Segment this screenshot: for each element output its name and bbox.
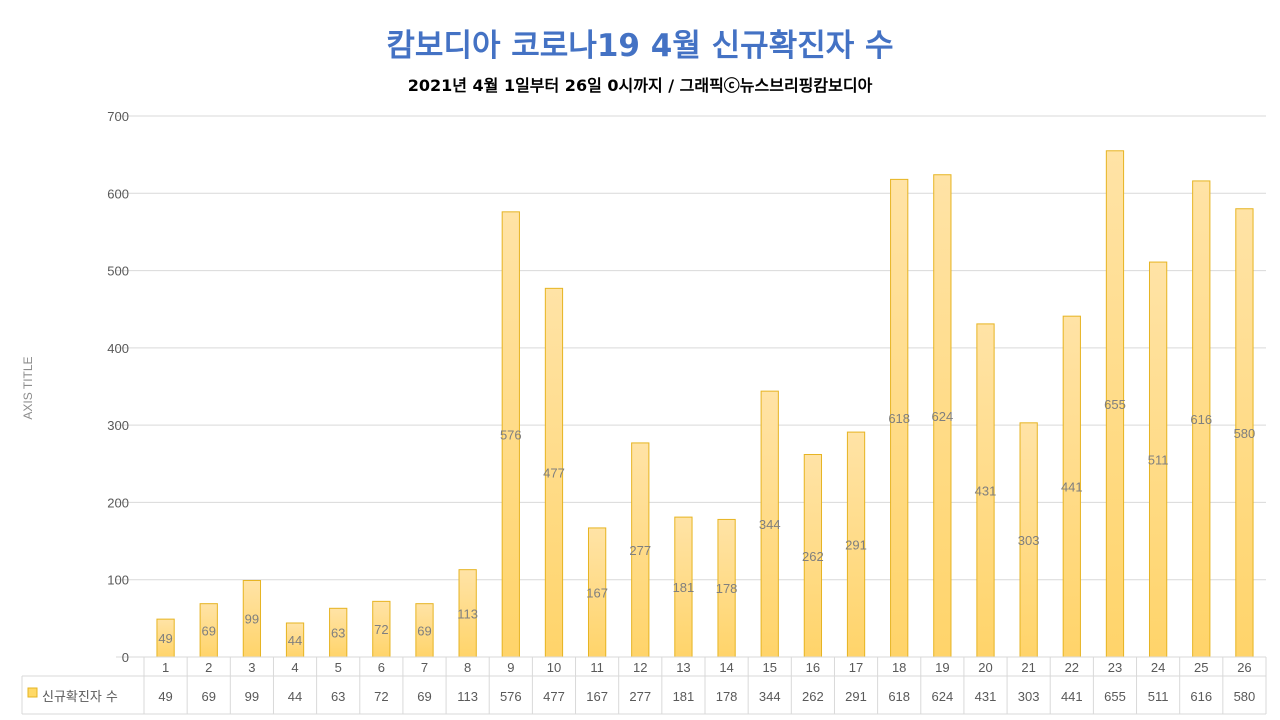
y-tick-label: 300 bbox=[107, 418, 129, 433]
data-label: 303 bbox=[1018, 533, 1040, 548]
data-label: 113 bbox=[457, 606, 478, 621]
x-tick-label: 3 bbox=[248, 660, 255, 675]
table-value: 178 bbox=[716, 689, 738, 704]
table-value: 580 bbox=[1234, 689, 1256, 704]
data-label: 69 bbox=[201, 623, 215, 638]
data-label: 431 bbox=[975, 483, 997, 498]
table-value: 69 bbox=[201, 689, 215, 704]
data-label: 616 bbox=[1190, 412, 1212, 427]
x-tick-label: 19 bbox=[935, 660, 949, 675]
legend-series-name: 신규확진자 수 bbox=[42, 690, 118, 705]
data-label: 277 bbox=[629, 543, 651, 558]
x-tick-label: 1 bbox=[162, 660, 169, 675]
x-tick-label: 26 bbox=[1237, 660, 1251, 675]
x-tick-label: 15 bbox=[762, 660, 776, 675]
x-tick-label: 23 bbox=[1108, 660, 1122, 675]
table-value: 99 bbox=[245, 689, 259, 704]
table-value: 511 bbox=[1148, 689, 1169, 704]
y-tick-label: 500 bbox=[107, 264, 129, 279]
data-label: 291 bbox=[845, 538, 867, 553]
data-label: 99 bbox=[245, 612, 259, 627]
y-tick-label: 400 bbox=[107, 341, 129, 356]
x-tick-label: 5 bbox=[335, 660, 342, 675]
data-labels: 49 69 99 44 63 72 69 113 576 477 167 277 181 178 344 26… bbox=[158, 397, 1255, 648]
data-label: 44 bbox=[288, 633, 302, 648]
x-tick-label: 25 bbox=[1194, 660, 1208, 675]
x-tick-label: 4 bbox=[291, 660, 298, 675]
table-value: 616 bbox=[1190, 689, 1212, 704]
x-tick-label: 12 bbox=[633, 660, 647, 675]
x-tick-label: 14 bbox=[719, 660, 733, 675]
data-label: 262 bbox=[802, 549, 824, 564]
bars bbox=[156, 150, 1254, 658]
table-value: 477 bbox=[543, 689, 565, 704]
x-tick-label: 13 bbox=[676, 660, 690, 675]
legend-swatch bbox=[27, 687, 38, 698]
table-value: 167 bbox=[586, 689, 608, 704]
x-tick-label: 16 bbox=[806, 660, 820, 675]
table-value: 262 bbox=[802, 689, 824, 704]
data-label: 576 bbox=[500, 427, 522, 442]
table-value: 63 bbox=[331, 689, 345, 704]
data-label: 618 bbox=[888, 411, 910, 426]
table-value: 291 bbox=[845, 689, 867, 704]
x-tick-label: 20 bbox=[978, 660, 992, 675]
data-label: 441 bbox=[1061, 480, 1083, 495]
y-tick-label: 600 bbox=[107, 186, 129, 201]
x-tick-label: 11 bbox=[590, 660, 604, 675]
table-value: 49 bbox=[158, 689, 172, 704]
table-value: 69 bbox=[417, 689, 431, 704]
data-label: 580 bbox=[1234, 426, 1256, 441]
y-tick-label: 200 bbox=[107, 495, 129, 510]
data-label: 477 bbox=[543, 466, 565, 481]
data-label: 624 bbox=[931, 409, 953, 424]
table-value: 624 bbox=[931, 689, 953, 704]
table-value: 431 bbox=[975, 689, 997, 704]
x-tick-label: 22 bbox=[1065, 660, 1079, 675]
table-value: 303 bbox=[1018, 689, 1040, 704]
table-value: 181 bbox=[673, 689, 695, 704]
x-tick-label: 21 bbox=[1021, 660, 1035, 675]
y-tick-label: 100 bbox=[107, 573, 129, 588]
chart-subtitle: 2021년 4월 1일부터 26일 0시까지 / 그래픽ⓒ뉴스브리핑캄보디아 bbox=[407, 76, 873, 95]
y-tick-label: 700 bbox=[107, 109, 129, 124]
data-label: 655 bbox=[1104, 397, 1126, 412]
table-value: 113 bbox=[457, 689, 478, 704]
data-label: 178 bbox=[716, 581, 738, 596]
data-label: 167 bbox=[586, 585, 608, 600]
x-tick-label: 7 bbox=[421, 660, 428, 675]
data-label: 344 bbox=[759, 517, 781, 532]
data-table: 1492693994445636727698113957610477111671… bbox=[21, 656, 1267, 715]
table-value: 618 bbox=[888, 689, 910, 704]
y-tick-label: 0 bbox=[122, 650, 129, 665]
table-value: 344 bbox=[759, 689, 781, 704]
table-value: 655 bbox=[1104, 689, 1126, 704]
table-value: 72 bbox=[374, 689, 388, 704]
x-tick-label: 2 bbox=[205, 660, 212, 675]
chart-title: 캄보디아 코로나19 4월 신규확진자 수 bbox=[386, 28, 894, 64]
data-label: 69 bbox=[417, 623, 431, 638]
x-tick-label: 17 bbox=[849, 660, 863, 675]
x-tick-label: 8 bbox=[464, 660, 471, 675]
data-label: 49 bbox=[158, 631, 172, 646]
y-axis: 0 100 200 300 400 500 600 700 bbox=[107, 109, 129, 665]
table-value: 576 bbox=[500, 689, 522, 704]
table-value: 277 bbox=[629, 689, 651, 704]
data-label: 63 bbox=[331, 626, 345, 641]
x-tick-label: 6 bbox=[378, 660, 385, 675]
x-tick-label: 18 bbox=[892, 660, 906, 675]
table-value: 44 bbox=[288, 689, 302, 704]
x-tick-label: 10 bbox=[547, 660, 561, 675]
x-tick-label: 9 bbox=[507, 660, 514, 675]
data-label: 72 bbox=[374, 622, 388, 637]
x-tick-label: 24 bbox=[1151, 660, 1165, 675]
data-label: 511 bbox=[1148, 453, 1169, 468]
y-axis-title: AXIS TITLE bbox=[21, 356, 35, 419]
table-value: 441 bbox=[1061, 689, 1083, 704]
data-label: 181 bbox=[673, 580, 695, 595]
